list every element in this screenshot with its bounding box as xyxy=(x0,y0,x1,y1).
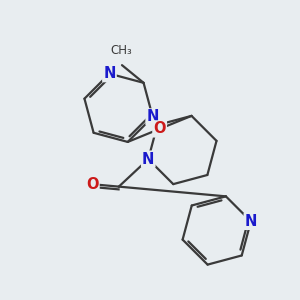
Text: N: N xyxy=(146,110,159,124)
Text: N: N xyxy=(245,214,257,229)
Text: O: O xyxy=(86,177,99,192)
Text: O: O xyxy=(153,122,166,136)
Text: N: N xyxy=(103,66,116,81)
Text: N: N xyxy=(142,152,154,166)
Text: CH₃: CH₃ xyxy=(110,44,132,57)
